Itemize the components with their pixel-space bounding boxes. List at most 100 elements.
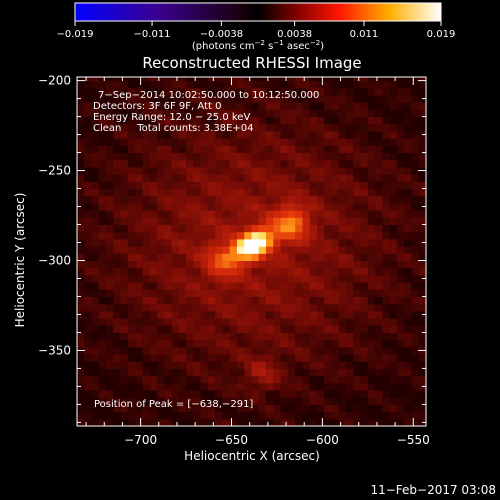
heatmap-cell xyxy=(142,123,151,132)
heatmap-cell xyxy=(396,361,405,369)
heatmap-cell xyxy=(127,94,136,103)
heatmap-cell xyxy=(149,339,158,348)
heatmap-cell xyxy=(360,109,369,118)
heatmap-cell xyxy=(142,116,151,125)
heatmap-cell xyxy=(207,202,216,211)
heatmap-cell xyxy=(382,390,391,398)
heatmap-cell xyxy=(171,382,180,391)
heatmap-cell xyxy=(113,375,122,384)
heatmap-cell xyxy=(84,346,93,355)
heatmap-cell xyxy=(375,346,383,355)
heatmap-cell xyxy=(178,404,187,413)
heatmap-cell xyxy=(229,339,238,348)
heatmap-cell xyxy=(287,102,296,110)
heatmap-cell xyxy=(396,332,405,341)
heatmap-cell xyxy=(135,282,143,290)
heatmap-cell xyxy=(156,397,165,405)
heatmap-cell xyxy=(106,166,114,175)
heatmap-cell xyxy=(280,145,289,154)
heatmap-cell xyxy=(418,174,426,182)
heatmap-cell xyxy=(215,152,223,161)
heatmap-cell xyxy=(266,267,274,276)
heatmap-cell xyxy=(120,116,129,125)
heatmap-cell xyxy=(156,94,165,103)
heatmap-cell xyxy=(331,310,340,319)
heatmap-cell xyxy=(280,102,289,110)
heatmap-cell xyxy=(200,397,209,405)
heatmap-cell xyxy=(171,246,180,254)
heatmap-cell xyxy=(338,210,347,218)
heatmap-cell xyxy=(375,130,383,139)
heatmap-cell xyxy=(91,94,100,103)
heatmap-cell xyxy=(164,77,173,82)
heatmap-cell xyxy=(360,210,369,218)
heatmap-cell xyxy=(396,296,405,305)
heatmap-cell xyxy=(244,339,252,348)
heatmap-cell xyxy=(396,145,405,154)
heatmap-cell xyxy=(135,217,143,226)
heatmap-cell xyxy=(346,411,354,420)
heatmap-cell xyxy=(324,123,332,132)
heatmap-cell xyxy=(84,138,93,146)
heatmap-cell xyxy=(98,130,107,139)
heatmap-cell xyxy=(396,382,405,391)
heatmap-cell xyxy=(207,296,216,305)
heatmap-cell xyxy=(127,404,136,413)
heatmap-cell xyxy=(280,181,289,190)
heatmap-cell xyxy=(98,375,107,384)
heatmap-cell xyxy=(84,94,93,103)
heatmap-cell xyxy=(346,188,354,197)
heatmap-cell xyxy=(404,181,412,190)
heatmap-cell xyxy=(142,325,151,333)
heatmap-cell xyxy=(367,253,376,261)
heatmap-cell xyxy=(360,289,369,297)
heatmap-cell xyxy=(229,231,238,240)
heatmap-cell xyxy=(236,202,245,211)
heatmap-cell xyxy=(186,217,194,226)
heatmap-cell xyxy=(142,397,151,405)
heatmap-cell xyxy=(258,210,267,218)
heatmap-cell xyxy=(244,231,252,240)
heatmap-cell xyxy=(98,87,107,96)
heatmap-cell xyxy=(178,296,187,305)
heatmap-cell xyxy=(215,138,223,146)
heatmap-cell xyxy=(382,325,391,333)
heatmap-cell xyxy=(367,238,376,247)
heatmap-cell xyxy=(229,303,238,312)
heatmap-cell xyxy=(316,181,325,190)
heatmap-cell xyxy=(389,80,398,89)
heatmap-cell xyxy=(396,80,405,89)
heatmap-cell xyxy=(280,274,289,283)
heatmap-cell xyxy=(171,94,180,103)
heatmap-cell xyxy=(178,318,187,326)
heatmap-cell xyxy=(178,253,187,261)
heatmap-cell xyxy=(302,346,311,355)
heatmap-cell xyxy=(266,246,274,254)
heatmap-cell xyxy=(106,224,114,233)
heatmap-cell xyxy=(375,411,383,420)
heatmap-cell xyxy=(287,368,296,377)
heatmap-cell xyxy=(120,174,129,182)
heatmap-cell xyxy=(316,116,325,125)
heatmap-cell xyxy=(396,282,405,290)
heatmap-cell xyxy=(178,130,187,139)
heatmap-cell xyxy=(302,181,311,190)
heatmap-cell xyxy=(127,238,136,247)
heatmap-cell xyxy=(215,224,223,233)
heatmap-cell xyxy=(106,390,114,398)
heatmap-cell xyxy=(324,361,332,369)
heatmap-cell xyxy=(222,296,231,305)
heatmap-cell xyxy=(375,274,383,283)
heatmap-cell xyxy=(77,116,85,125)
heatmap-cell xyxy=(164,339,173,348)
heatmap-cell xyxy=(331,123,340,132)
heatmap-cell xyxy=(178,102,187,110)
heatmap-cell xyxy=(346,123,354,132)
heatmap-cell xyxy=(244,332,252,341)
heatmap-cell xyxy=(207,282,216,290)
heatmap-cell xyxy=(164,217,173,226)
heatmap-cell xyxy=(251,152,260,161)
heatmap-cell xyxy=(360,174,369,182)
heatmap-cell xyxy=(236,181,245,190)
heatmap-cell xyxy=(367,375,376,384)
